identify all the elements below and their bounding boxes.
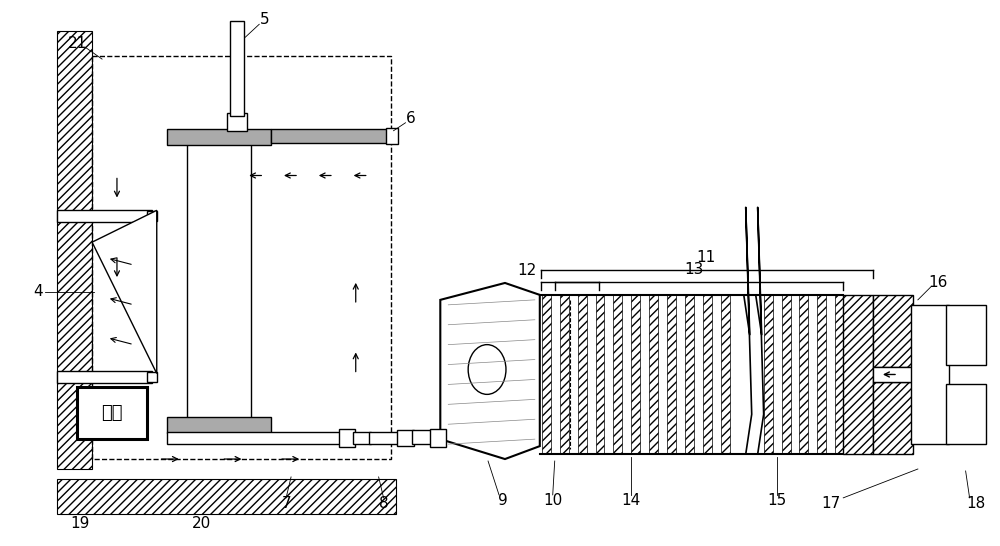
Bar [227, 113, 247, 130]
Bar [187, 141, 251, 419]
Bar [843, 295, 873, 454]
Bar [167, 417, 271, 433]
Text: 加热: 加热 [101, 404, 123, 422]
Text: 17: 17 [822, 496, 841, 511]
Text: 15: 15 [767, 494, 786, 508]
Bar [167, 432, 341, 444]
Bar [703, 295, 712, 454]
Text: 16: 16 [928, 275, 947, 290]
Text: 18: 18 [966, 496, 985, 511]
Bar [631, 295, 640, 454]
Text: 10: 10 [543, 494, 562, 508]
Bar [147, 211, 157, 221]
Bar [835, 295, 844, 454]
Text: 8: 8 [379, 496, 388, 511]
Bar [873, 382, 913, 454]
Bar [596, 295, 604, 454]
Bar [57, 31, 92, 469]
Text: 9: 9 [498, 494, 508, 508]
Bar [92, 56, 391, 459]
Polygon shape [440, 283, 540, 459]
Bar [649, 295, 658, 454]
Text: 6: 6 [406, 111, 415, 126]
Bar [685, 295, 694, 454]
Bar [946, 384, 986, 444]
Text: 4: 4 [34, 284, 43, 299]
Bar [560, 295, 569, 454]
Bar [57, 479, 396, 514]
Bar [397, 430, 414, 446]
Bar [57, 210, 152, 222]
Bar [542, 295, 551, 454]
Ellipse shape [468, 345, 506, 394]
Text: 21: 21 [68, 35, 87, 51]
Bar [353, 432, 371, 444]
Bar [369, 432, 399, 444]
Text: 20: 20 [192, 516, 211, 531]
Bar [782, 295, 791, 454]
Bar [412, 430, 442, 444]
Bar [817, 295, 826, 454]
Text: 11: 11 [696, 250, 716, 265]
Text: 13: 13 [684, 262, 704, 276]
Bar [946, 305, 986, 365]
Text: 7: 7 [281, 496, 291, 511]
Polygon shape [92, 210, 157, 373]
Bar [613, 295, 622, 454]
Bar [721, 295, 730, 454]
Text: 5: 5 [259, 12, 269, 27]
Bar [147, 372, 157, 382]
Bar [57, 371, 152, 383]
Bar [230, 21, 244, 116]
Bar [386, 128, 398, 144]
Bar [799, 295, 808, 454]
Bar [167, 129, 271, 145]
Bar [430, 429, 446, 447]
Text: 14: 14 [622, 494, 641, 508]
Text: 12: 12 [517, 263, 536, 277]
Text: 19: 19 [70, 516, 90, 531]
Bar [339, 429, 355, 447]
Bar [271, 129, 391, 143]
Bar [873, 366, 913, 382]
Bar [764, 295, 773, 454]
Bar [578, 295, 587, 454]
Bar [77, 388, 147, 439]
Bar [667, 295, 676, 454]
Bar [911, 305, 949, 444]
Bar [873, 295, 913, 366]
